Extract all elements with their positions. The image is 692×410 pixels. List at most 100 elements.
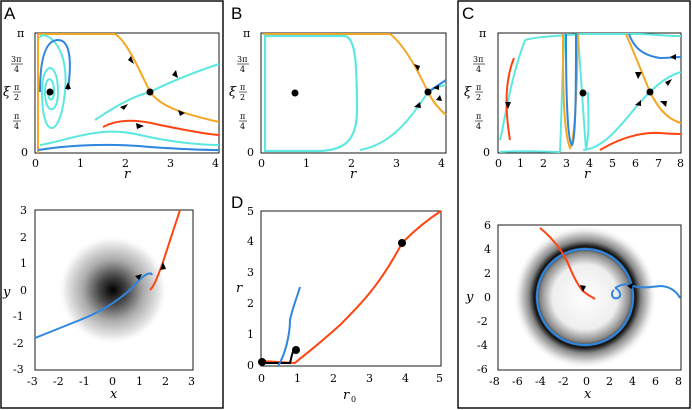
panel-c-phase-plot: π 3π 4 π 2 π 4 0 ξ 0 1 2 3 4 5 6 7 8 r bbox=[464, 27, 684, 182]
c-tick-pi2-den: 2 bbox=[476, 93, 481, 102]
panel-a-xy-plot: 3 2 1 0 -1 -2 -3 y -3 -2 -1 0 1 2 3 x bbox=[2, 204, 195, 402]
axy-xm2: -2 bbox=[53, 375, 64, 388]
red-trajectory bbox=[102, 119, 220, 136]
panel-a-phase-plot: π 3π 4 π 2 π 4 0 ξ 0 1 2 3 4 r bbox=[3, 27, 220, 182]
panel-c-frame bbox=[457, 0, 691, 409]
a-xtick-1: 1 bbox=[77, 157, 84, 170]
c-tick-3pi4-num: 3π bbox=[473, 55, 483, 64]
axy-xm3: -3 bbox=[27, 375, 38, 388]
arrow-c8 bbox=[627, 283, 633, 289]
fixed-point-b2 bbox=[424, 88, 432, 96]
cxy-x0: 0 bbox=[583, 375, 590, 388]
c-blue-valley bbox=[565, 33, 577, 147]
a-xtick-4: 4 bbox=[212, 157, 219, 170]
cxy-y4: 4 bbox=[484, 243, 491, 256]
b-tick-3pi4-den: 4 bbox=[240, 65, 245, 74]
gaussian-blob bbox=[58, 235, 168, 345]
c-xlabel: r bbox=[584, 167, 591, 182]
axy-ym1: -1 bbox=[13, 310, 24, 323]
fixed-point-a1 bbox=[46, 88, 54, 96]
arrow-a8 bbox=[160, 262, 166, 270]
b-cyan-box bbox=[263, 34, 359, 153]
b-tick-pi4-den: 4 bbox=[240, 122, 245, 131]
c-tick-0: 0 bbox=[483, 146, 490, 159]
a-ylabel: ξ bbox=[3, 85, 11, 100]
blue-lower bbox=[37, 143, 220, 151]
ring-potential bbox=[513, 225, 657, 369]
blue-path bbox=[34, 272, 153, 339]
arrow-c4 bbox=[635, 100, 641, 106]
arrow-2 bbox=[172, 70, 178, 78]
b-tick-pi2-num: π bbox=[240, 83, 245, 92]
axy-y3: 3 bbox=[20, 204, 27, 217]
panel-c-xy-plot: 6 4 2 0 -2 -4 -6 y -8 -6 -4 -2 0 2 4 6 8… bbox=[465, 219, 682, 402]
axy-y2: 2 bbox=[20, 231, 27, 244]
panel-c-axes bbox=[497, 32, 682, 154]
panel-a-xy-axes bbox=[34, 209, 194, 371]
c-tick-pi2-num: π bbox=[476, 83, 481, 92]
c-cyan-bottom bbox=[499, 150, 561, 153]
c-cyan-top bbox=[524, 33, 682, 41]
b-xtick-2: 2 bbox=[348, 157, 355, 170]
axy-x0: 0 bbox=[109, 375, 116, 388]
c-red-bottom bbox=[599, 131, 682, 151]
cxy-x4: 4 bbox=[629, 375, 636, 388]
b-xtick-0: 0 bbox=[258, 157, 265, 170]
b-cyan-branch bbox=[359, 84, 447, 151]
d-x3: 3 bbox=[366, 372, 373, 385]
axy-x1: 1 bbox=[136, 375, 143, 388]
a-xtick-0: 0 bbox=[32, 157, 39, 170]
panel-c-xy-axes bbox=[497, 224, 682, 371]
arrow-c2 bbox=[635, 72, 642, 79]
d-x0: 0 bbox=[258, 372, 265, 385]
d-y0: 0 bbox=[247, 359, 254, 372]
arrow-c1 bbox=[505, 102, 511, 109]
d-y3: 3 bbox=[247, 266, 254, 279]
c-blue-branch bbox=[628, 33, 682, 60]
cyan-spiral bbox=[39, 34, 67, 129]
b-tick-3pi4-num: 3π bbox=[237, 55, 247, 64]
a-tick-3pi4-den: 4 bbox=[14, 65, 19, 74]
d-blue-line bbox=[277, 286, 301, 367]
cxy-x8: 8 bbox=[675, 375, 682, 388]
a-tick-pi2-num: π bbox=[14, 83, 19, 92]
fixed-point-b1 bbox=[291, 89, 299, 97]
c-xtick-4: 4 bbox=[586, 157, 593, 170]
cxy-x6: 6 bbox=[652, 375, 659, 388]
c-red-path bbox=[539, 227, 596, 300]
axy-ylabel: y bbox=[2, 285, 11, 300]
c-ylabel: ξ bbox=[464, 85, 472, 100]
arrow-b3 bbox=[436, 95, 442, 101]
arrow-6 bbox=[65, 82, 71, 89]
c-tick-3pi4-den: 4 bbox=[476, 65, 481, 74]
cxy-ym2: -2 bbox=[477, 315, 488, 328]
axy-y1: 1 bbox=[20, 257, 27, 270]
c-blue-circle bbox=[535, 247, 635, 347]
d-x2: 2 bbox=[330, 372, 337, 385]
a-tick-pi4-num: π bbox=[14, 112, 19, 121]
d-red-line bbox=[260, 210, 442, 365]
cxy-x2: 2 bbox=[606, 375, 613, 388]
b-xtick-3: 3 bbox=[393, 157, 400, 170]
panel-label-a: A bbox=[4, 4, 16, 23]
arrow-5 bbox=[136, 123, 144, 129]
c-xtick-1: 1 bbox=[517, 157, 524, 170]
c-xtick-8: 8 bbox=[677, 157, 684, 170]
cxy-xm6: -6 bbox=[512, 375, 523, 388]
d-point-2 bbox=[292, 346, 300, 354]
cxy-ym4: -4 bbox=[477, 339, 488, 352]
c-xtick-0: 0 bbox=[495, 157, 502, 170]
c-xtick-2: 2 bbox=[540, 157, 547, 170]
c-red-left bbox=[505, 57, 515, 141]
cyan-lower bbox=[39, 130, 220, 146]
b-xtick-1: 1 bbox=[303, 157, 310, 170]
b-tick-pi2-den: 2 bbox=[240, 93, 245, 102]
c-tick-pi: π bbox=[479, 27, 486, 40]
a-tick-3pi4-num: 3π bbox=[11, 55, 21, 64]
arrow-b1 bbox=[414, 64, 420, 71]
arrow-a7 bbox=[135, 274, 142, 280]
b-tick-pi: π bbox=[243, 27, 250, 40]
c-cyan-valley bbox=[559, 33, 590, 153]
fixed-point-c1 bbox=[579, 89, 587, 97]
c-xtick-6: 6 bbox=[632, 157, 639, 170]
